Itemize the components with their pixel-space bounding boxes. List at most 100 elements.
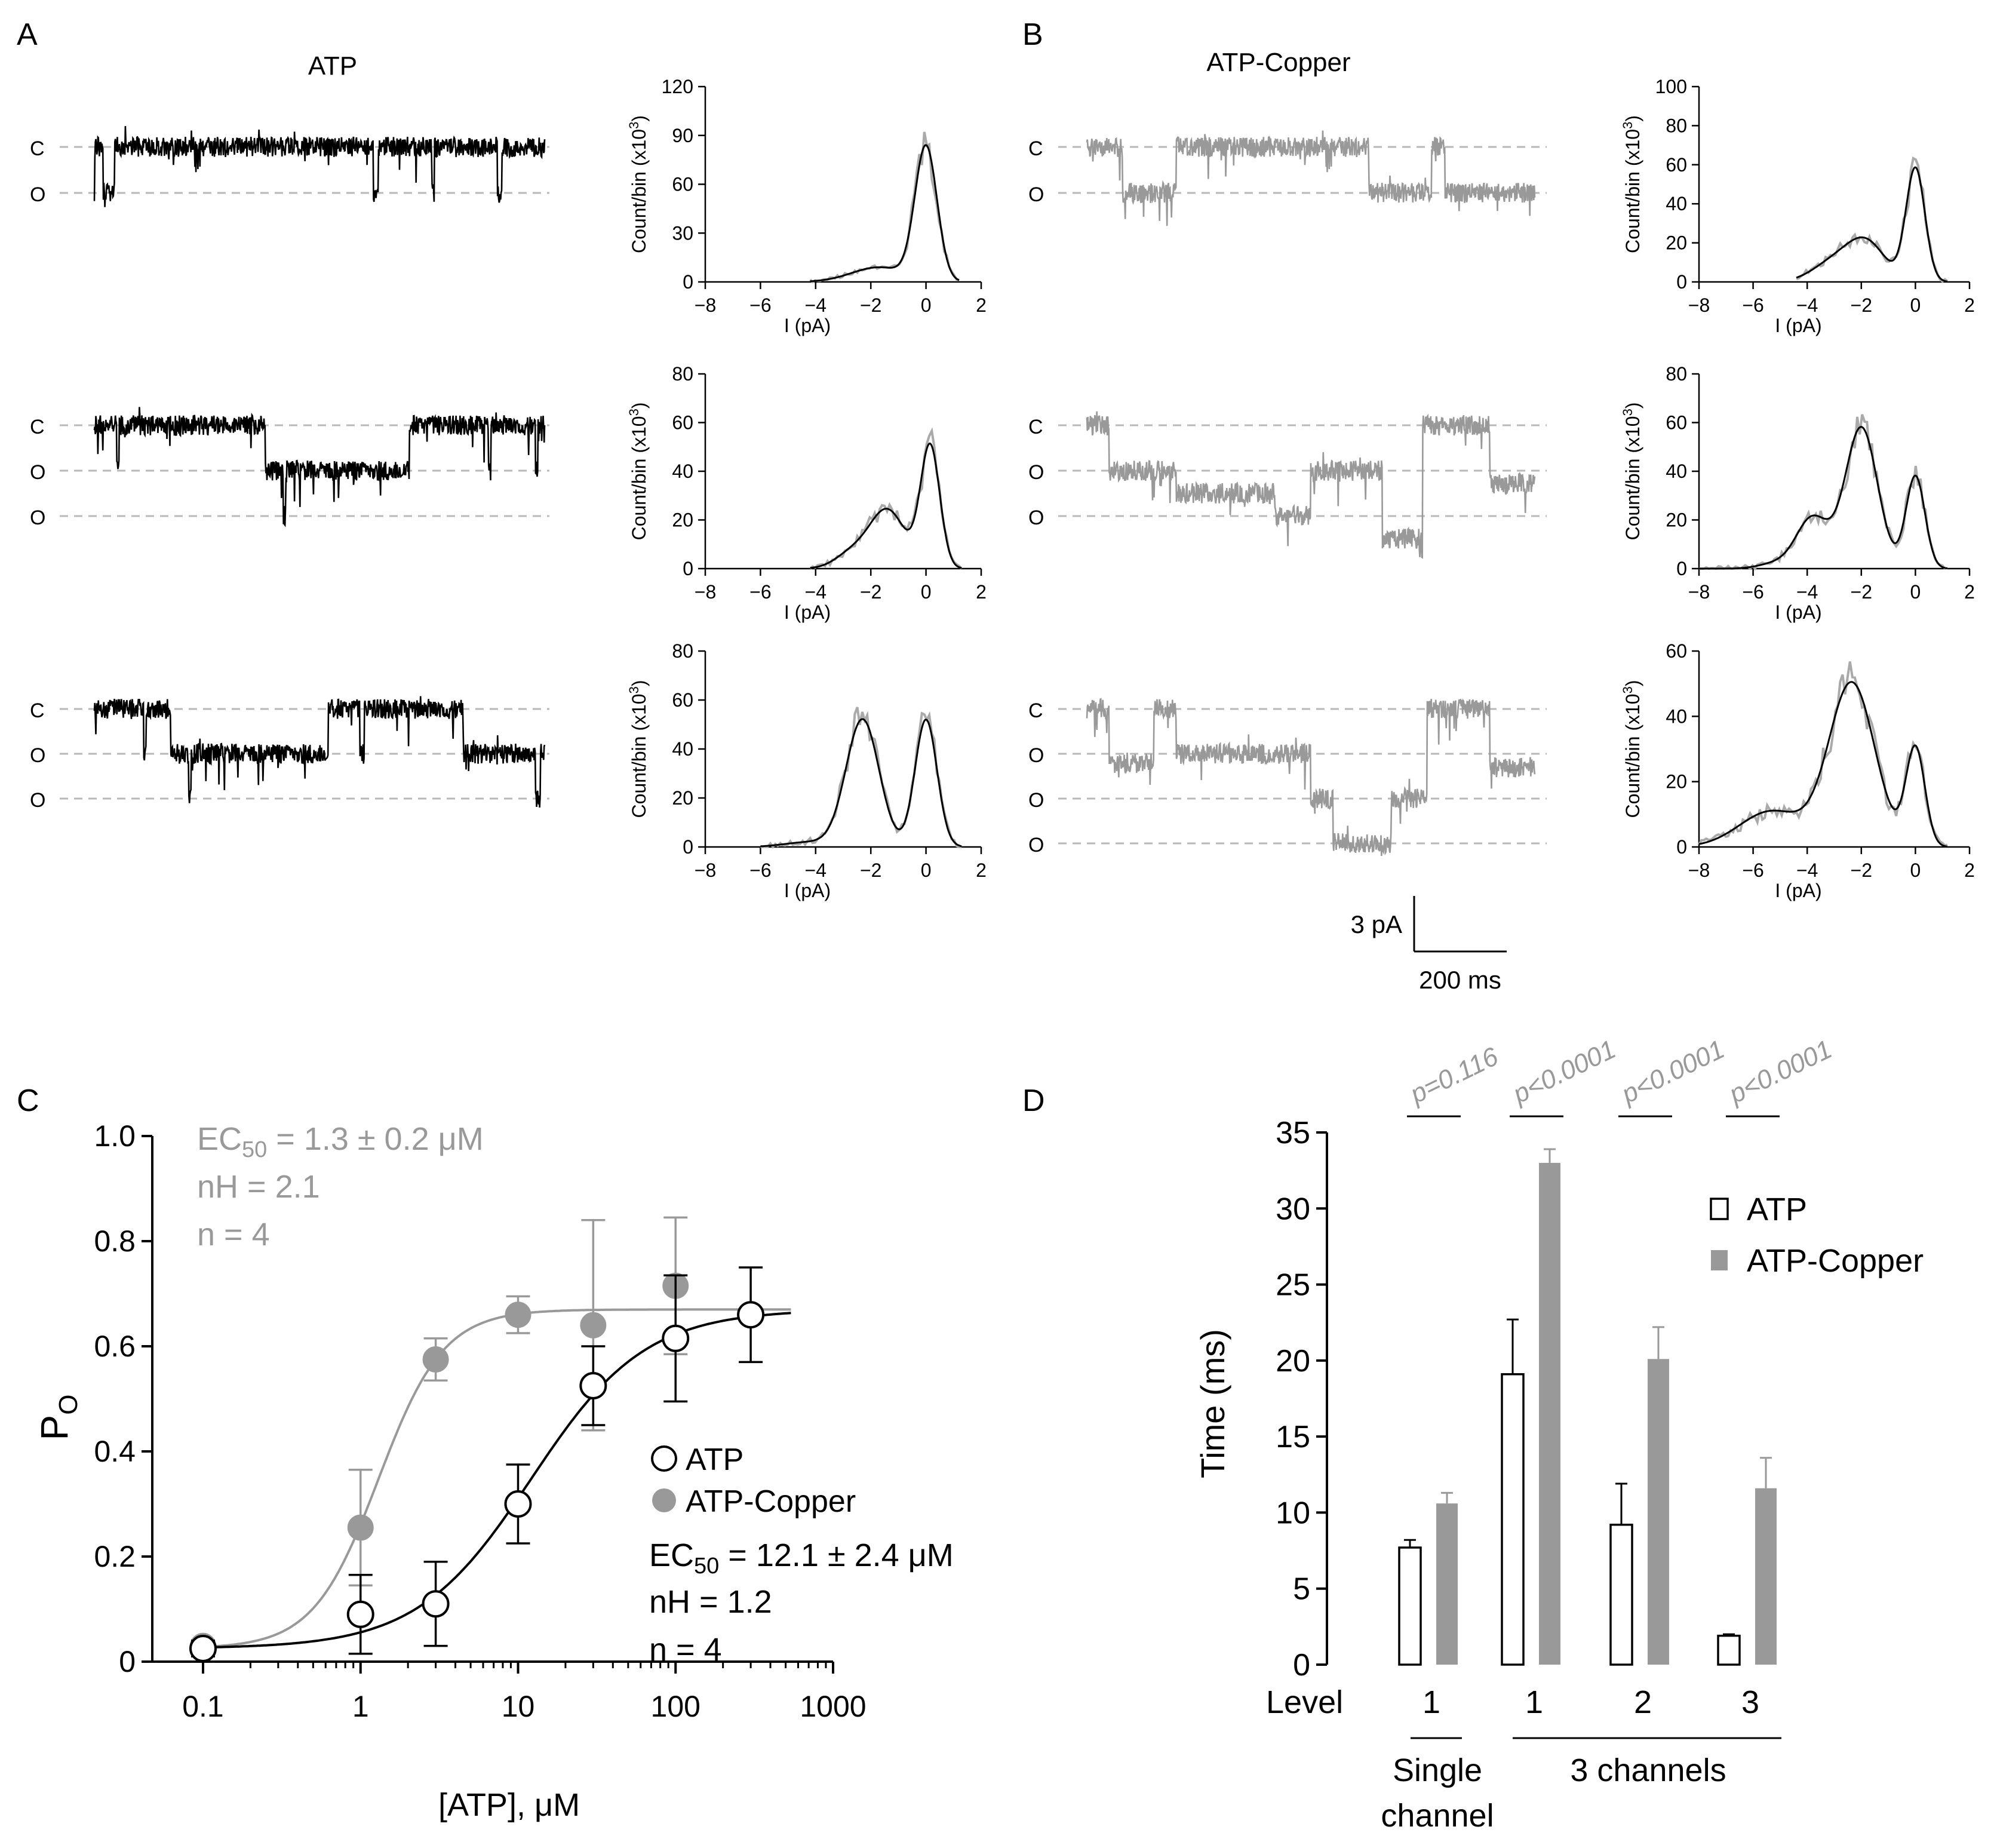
level-tick-label: 2: [1634, 1684, 1652, 1720]
ec50-value: = 12.1 ± 2.4 μM: [719, 1537, 953, 1573]
gaussian-fit-curve: [810, 444, 962, 568]
y-axis-label: Time (ms): [1194, 1329, 1231, 1478]
closed-state-label: C: [30, 416, 45, 438]
hist-y-label-superscript: 3: [626, 409, 641, 416]
hist-x-tick-label: −8: [695, 294, 716, 316]
hist-x-tick-label: 0: [921, 294, 932, 316]
hist-y-tick-label: 80: [672, 363, 693, 385]
pvalue-label: p=0.116: [1405, 1042, 1503, 1110]
hist-y-label-close: ): [1622, 115, 1643, 122]
x-tick-label: 100: [651, 1690, 700, 1723]
gaussian-fit-curve: [760, 719, 961, 846]
hist-y-tick-label: 60: [1666, 154, 1687, 176]
current-trace: [1087, 131, 1535, 226]
scale-bar-time-label: 200 ms: [1419, 966, 1501, 994]
panel-a-header: A ATP: [17, 17, 357, 81]
copper-data-point: [348, 1515, 373, 1540]
histogram-counts: [810, 132, 959, 282]
hist-y-tick-label: 60: [672, 689, 693, 711]
open-state-label: O: [1028, 834, 1044, 857]
hist-y-tick-label: 0: [683, 271, 693, 293]
level-tick-label: 3: [1741, 1684, 1759, 1720]
y-tick-label: 5: [1293, 1572, 1310, 1607]
y-tick-label: 35: [1276, 1116, 1310, 1150]
scale-bar-current-label: 3 pA: [1351, 910, 1402, 938]
atp-data-point: [191, 1636, 216, 1661]
hist-x-tick-label: −8: [695, 859, 716, 881]
hist-x-tick-label: 2: [976, 581, 987, 603]
hist-x-tick-label: 2: [1964, 581, 1975, 603]
hist-x-tick-label: −2: [860, 294, 881, 316]
open-state-label: O: [1028, 744, 1044, 767]
pvalue-label: p<0.0001: [1616, 1034, 1729, 1110]
atp-bar: [1399, 1548, 1421, 1665]
open-state-label: O: [30, 744, 45, 767]
closed-state-label: C: [30, 137, 45, 160]
y-tick-label: 20: [1276, 1344, 1310, 1379]
legend-atp-swatch: [1711, 1199, 1728, 1219]
hist-x-tick-label: −2: [860, 859, 881, 881]
hist-x-tick-label: −8: [1688, 581, 1710, 603]
y-tick-label: 30: [1276, 1192, 1310, 1226]
current-trace: [1087, 699, 1535, 856]
hist-x-tick-label: 0: [921, 581, 932, 603]
y-tick-label: 0.8: [94, 1224, 136, 1258]
hist-x-tick-label: −4: [1796, 294, 1818, 316]
level-tick-label: 1: [1525, 1684, 1543, 1720]
hist-y-axis-label: Count/bin (x103): [626, 680, 650, 818]
hist-x-tick-label: 2: [976, 294, 987, 316]
legend-atp-label: ATP: [686, 1442, 743, 1477]
hist-y-tick-label: 20: [1666, 771, 1687, 793]
atp-data-point: [506, 1491, 531, 1517]
hist-x-tick-label: 2: [1964, 859, 1975, 881]
hist-y-axis-label: Count/bin (x103): [626, 402, 650, 540]
hist-y-tick-label: 40: [672, 738, 693, 760]
hist-y-tick-label: 80: [1666, 363, 1687, 385]
current-trace: [94, 126, 545, 207]
atp-bar: [1611, 1525, 1632, 1665]
panel-b-title: ATP-Copper: [1206, 48, 1350, 77]
copper-data-point: [423, 1347, 448, 1372]
current-trace: [94, 696, 545, 808]
hist-x-tick-label: −2: [1851, 859, 1872, 881]
open-state-label: O: [30, 506, 45, 529]
atp-bar: [1718, 1636, 1740, 1665]
y-tick-label: 1.0: [94, 1119, 136, 1153]
panel-b-histograms: −8 −6 −4 −2 0 2020406080100I (pA)Count/bin (x…: [1620, 76, 1975, 901]
hist-x-tick-label: 0: [1910, 859, 1921, 881]
ec50-subscript: 50: [242, 1137, 267, 1162]
copper-bar: [1755, 1488, 1777, 1665]
hist-y-tick-label: 40: [1666, 193, 1687, 214]
y-axis-label-subscript: O: [54, 1395, 83, 1415]
hist-x-tick-label: 0: [921, 859, 932, 881]
hist-x-tick-label: −8: [1688, 294, 1710, 316]
x-tick-label: 10: [502, 1690, 535, 1723]
pvalue-label: p<0.0001: [1507, 1034, 1620, 1110]
hist-y-label-close: ): [628, 680, 650, 686]
group-label-single-line2: channel: [1381, 1798, 1494, 1834]
hist-y-tick-label: 40: [1666, 461, 1687, 482]
hist-y-tick-label: 40: [672, 461, 693, 482]
hist-x-tick-label: 0: [1910, 294, 1921, 316]
atp-nh-annotation: nH = 1.2: [649, 1584, 772, 1620]
hist-x-tick-label: 2: [1964, 294, 1975, 316]
hist-y-tick-label: 60: [1666, 640, 1687, 662]
y-tick-label: 0.4: [94, 1435, 136, 1468]
closed-state-label: C: [1028, 416, 1043, 438]
hist-x-axis-label: I (pA): [784, 880, 831, 901]
hist-y-axis-label: Count/bin (x103): [1620, 402, 1643, 540]
hist-y-tick-label: 60: [1666, 412, 1687, 434]
hist-y-tick-label: 0: [683, 836, 693, 858]
atp-data-point: [580, 1373, 606, 1398]
hist-y-axis-label: Count/bin (x103): [1620, 680, 1643, 818]
atp-data-point: [348, 1602, 373, 1627]
legend-atp-label: ATP: [1747, 1192, 1807, 1227]
hist-x-tick-label: −4: [805, 294, 827, 316]
hist-y-tick-label: 80: [1666, 115, 1687, 136]
hist-x-tick-label: −2: [1851, 581, 1872, 603]
x-tick-label: 1000: [800, 1690, 866, 1723]
hist-y-axis-label: Count/bin (x103): [1620, 115, 1643, 253]
y-tick-label: 15: [1276, 1420, 1310, 1454]
atp-data-point: [738, 1302, 763, 1327]
